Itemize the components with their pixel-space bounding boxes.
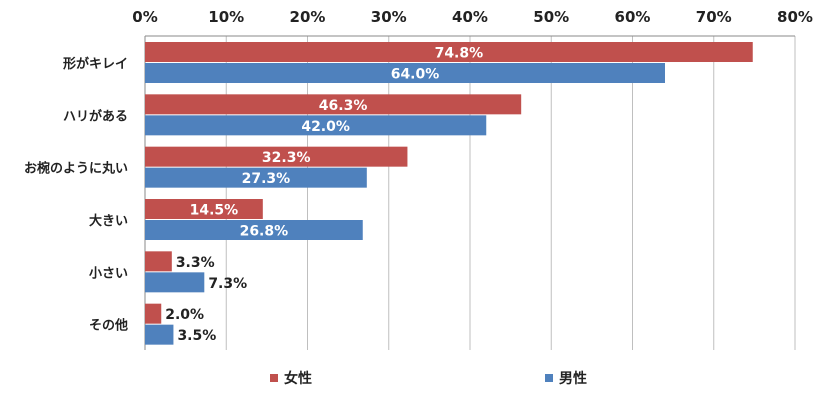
category-label: 大きい [89, 213, 128, 229]
data-labels: 74.8% 64.0% 46.3% 42.0% 32.3% 27.3%14.5%26.8%… [165, 46, 483, 345]
bar-female [145, 251, 172, 272]
x-tick-label: 60% [615, 8, 651, 26]
category-label: その他 [89, 318, 128, 334]
legend-label: 女性 [284, 370, 312, 387]
x-tick-label: 10% [208, 8, 244, 26]
bar-male [145, 220, 363, 240]
data-label: 32.3% [262, 150, 311, 166]
data-label: 14.5% [190, 203, 239, 219]
x-tick-label: 50% [533, 8, 569, 26]
category-label: 形がキレイ [63, 56, 128, 72]
x-tick-label: 0% [132, 8, 157, 26]
x-tick-label: 80% [777, 8, 813, 26]
legend-label: 男性 [559, 370, 587, 387]
bar-female [145, 42, 753, 62]
data-label: 26.8% [240, 224, 289, 240]
legend-swatch [270, 374, 278, 382]
data-label: 3.5% [177, 328, 216, 344]
data-label: 46.3% [319, 98, 368, 114]
legend: 女性 男性 [270, 370, 587, 387]
gridlines [144, 35, 796, 350]
x-tick-label: 40% [452, 8, 488, 26]
legend-swatch [545, 374, 553, 382]
x-tick-label: 70% [696, 8, 732, 26]
data-label: 64.0% [391, 67, 440, 83]
bar-male [145, 115, 487, 136]
bars [145, 42, 753, 345]
category-label: ハリがある [63, 108, 128, 124]
data-label: 27.3% [242, 171, 291, 187]
bar-male [145, 272, 205, 293]
bar-male [145, 324, 174, 345]
x-axis-ticks: 0% 10% 20% 30% 40% 50% 60% 70% 80% [132, 8, 813, 26]
bar-male [145, 63, 665, 83]
bar-male [145, 167, 367, 188]
data-label: 74.8% [435, 46, 484, 62]
data-label: 3.3% [176, 255, 215, 271]
category-label: 小さい [89, 266, 128, 281]
bar-female [145, 94, 522, 115]
data-label: 2.0% [165, 307, 204, 323]
x-tick-label: 20% [290, 8, 326, 26]
x-tick-label: 30% [371, 8, 407, 26]
bar-female [145, 146, 408, 167]
data-label: 7.3% [208, 276, 247, 292]
bar-female [145, 303, 162, 324]
data-label: 42.0% [301, 119, 350, 135]
bar-female [145, 199, 263, 219]
category-label: お椀のように丸い [24, 161, 128, 177]
